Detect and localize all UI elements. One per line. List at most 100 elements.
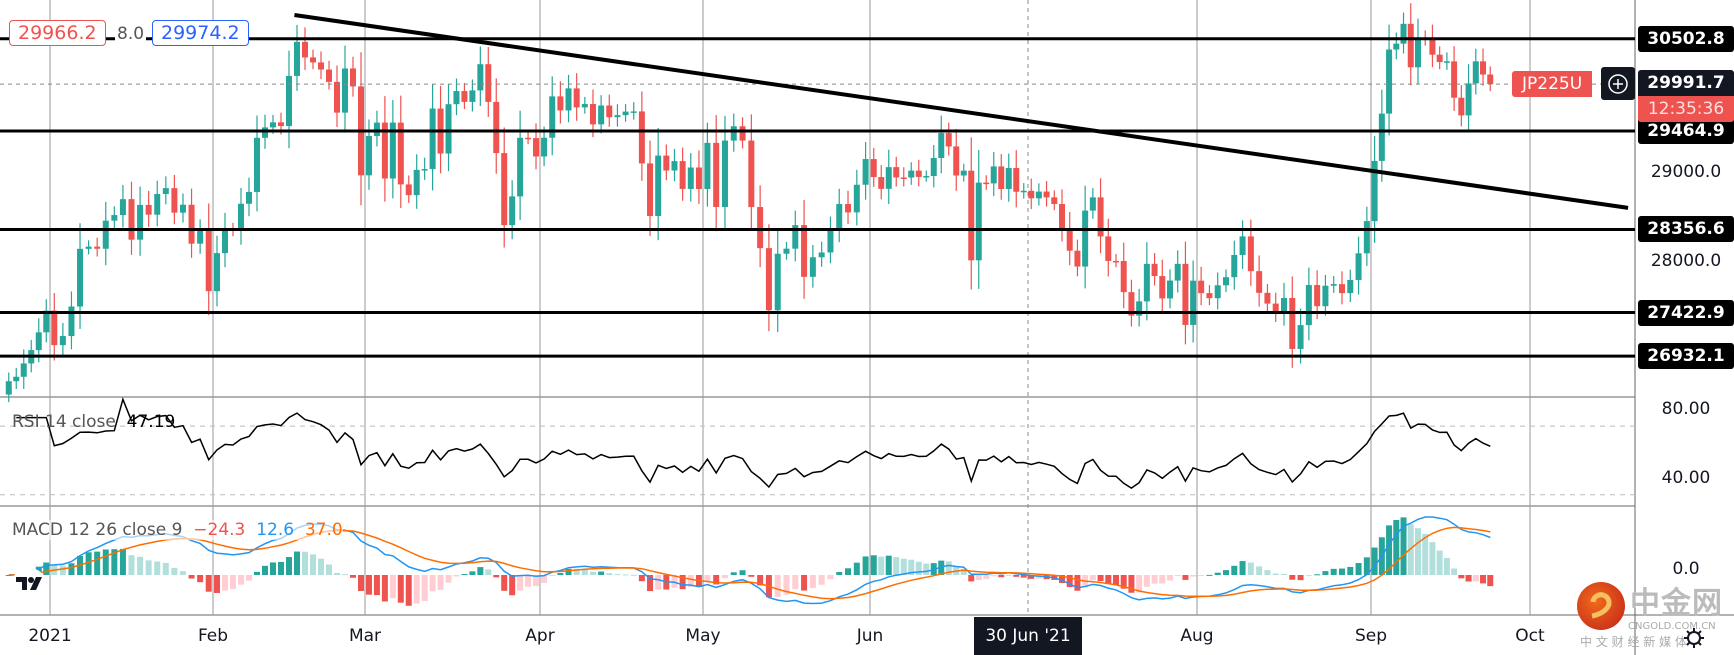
candle-body [1013, 168, 1020, 192]
macd-histogram-bar [792, 575, 799, 590]
macd-histogram-bar [214, 575, 220, 593]
macd-histogram-bar [1305, 575, 1312, 576]
candle-body [485, 64, 492, 102]
macd-histogram-bar [68, 563, 75, 575]
macd-histogram-bar [119, 548, 126, 575]
candle-body [294, 41, 300, 76]
candle-body [334, 81, 340, 113]
candle-body [405, 184, 412, 196]
candle-body [1005, 168, 1012, 190]
macd-histogram-bar [638, 575, 645, 582]
macd-histogram-bar [1386, 525, 1393, 575]
candle-body [262, 127, 268, 138]
candle-body [1322, 285, 1329, 307]
macd-histogram-bar [1020, 575, 1027, 578]
candle-body [429, 108, 436, 170]
macd-histogram-bar [453, 575, 460, 577]
candle-body [713, 142, 720, 207]
macd-histogram-bar [230, 575, 236, 590]
macd-title[interactable]: MACD 12 26 close 9 −24.3 12.6 37.0 [12, 520, 343, 540]
candle-body [774, 253, 781, 311]
candle-body [581, 104, 588, 108]
candle-body [128, 199, 135, 240]
candle-body [286, 75, 292, 127]
macd-histogram-bar [162, 562, 169, 575]
buy-price-button[interactable]: 29974.2 [152, 20, 249, 46]
macd-histogram-bar [853, 562, 860, 575]
settings-button[interactable] [1683, 627, 1705, 653]
candle-body [51, 310, 58, 346]
macd-histogram-bar [310, 554, 316, 575]
rsi-line [16, 396, 1491, 489]
macd-histogram-bar [365, 575, 372, 595]
candle-body [1414, 37, 1421, 68]
candle-body [171, 188, 178, 213]
macd-histogram-bar [294, 551, 300, 575]
macd-tick-zero: 0.0 [1672, 559, 1700, 579]
candle-body [549, 96, 556, 138]
macd-histogram-bar [704, 575, 711, 582]
candle-body [20, 363, 27, 377]
rsi-value: 47.19 [126, 412, 176, 432]
macd-histogram-bar [318, 558, 324, 575]
candle-body [77, 248, 84, 307]
macd-histogram-bar [1363, 557, 1370, 575]
candle-body [647, 163, 654, 217]
macd-histogram-bar [809, 575, 816, 589]
macd-histogram-bar [1480, 575, 1487, 584]
level-price-label: 27422.9 [1638, 299, 1734, 326]
macd-histogram-bar [1097, 575, 1104, 582]
macd-histogram-bar [870, 555, 877, 575]
macd-histogram-bar [179, 571, 186, 575]
macd-histogram-bar [197, 575, 204, 583]
candle-body [1378, 113, 1385, 161]
macd-histogram-bar [1174, 575, 1181, 577]
candle-body [655, 155, 662, 217]
macd-histogram-bar [533, 575, 540, 587]
macd-histogram-bar [1059, 575, 1065, 584]
sell-price-button[interactable]: 29966.2 [9, 20, 106, 46]
macd-histogram-bar [1289, 575, 1296, 580]
macd-histogram-bar [334, 572, 340, 575]
candle-body [517, 137, 524, 197]
macd-histogram-bar [1151, 575, 1158, 584]
time-tick-label: Oct [1515, 626, 1545, 646]
watermark-tagline: 中 文 财 经 新 媒 体 [1580, 635, 1687, 649]
spread-value: 8.0 [115, 24, 147, 44]
time-tick-label: Sep [1354, 626, 1388, 646]
candle-body [541, 137, 548, 157]
tradingview-logo[interactable] [12, 568, 46, 598]
macd-histogram-bar [827, 575, 834, 580]
candle-body [1190, 280, 1197, 325]
candle-body [1305, 285, 1312, 326]
rsi-title[interactable]: RSI 14 close 47.19 [12, 412, 175, 432]
candle-body [1174, 263, 1181, 281]
macd-histogram-bar [862, 556, 869, 575]
macd-histogram-bar [622, 574, 629, 576]
candle-body [622, 111, 629, 116]
macd-histogram-bar [1113, 575, 1119, 586]
rsi-tick-80: 80.00 [1661, 399, 1711, 419]
macd-histogram-bar [998, 575, 1005, 578]
macd-histogram-bar [885, 555, 892, 575]
macd-histogram-bar [774, 575, 781, 597]
macd-histogram-bar [1414, 528, 1421, 575]
candle-body [59, 336, 66, 346]
macd-histogram-bar [222, 575, 228, 591]
level-price-label: 30502.8 [1638, 25, 1734, 52]
candle-body [350, 68, 356, 87]
add-alert-button[interactable] [1601, 67, 1635, 100]
candle-body [1239, 236, 1246, 255]
macd-histogram-bar [429, 575, 436, 592]
macd-histogram-bar [373, 575, 380, 596]
bar-countdown: 12:35:36 [1638, 96, 1734, 122]
macd-histogram-bar [1239, 561, 1246, 575]
candle-body [1465, 83, 1472, 116]
candle-body [1035, 191, 1042, 199]
macd-histogram-bar [783, 575, 790, 595]
macd-histogram-bar [1429, 542, 1436, 575]
candle-body [671, 161, 678, 171]
macd-histogram-bar [1206, 574, 1213, 576]
macd-histogram-bar [262, 565, 268, 575]
